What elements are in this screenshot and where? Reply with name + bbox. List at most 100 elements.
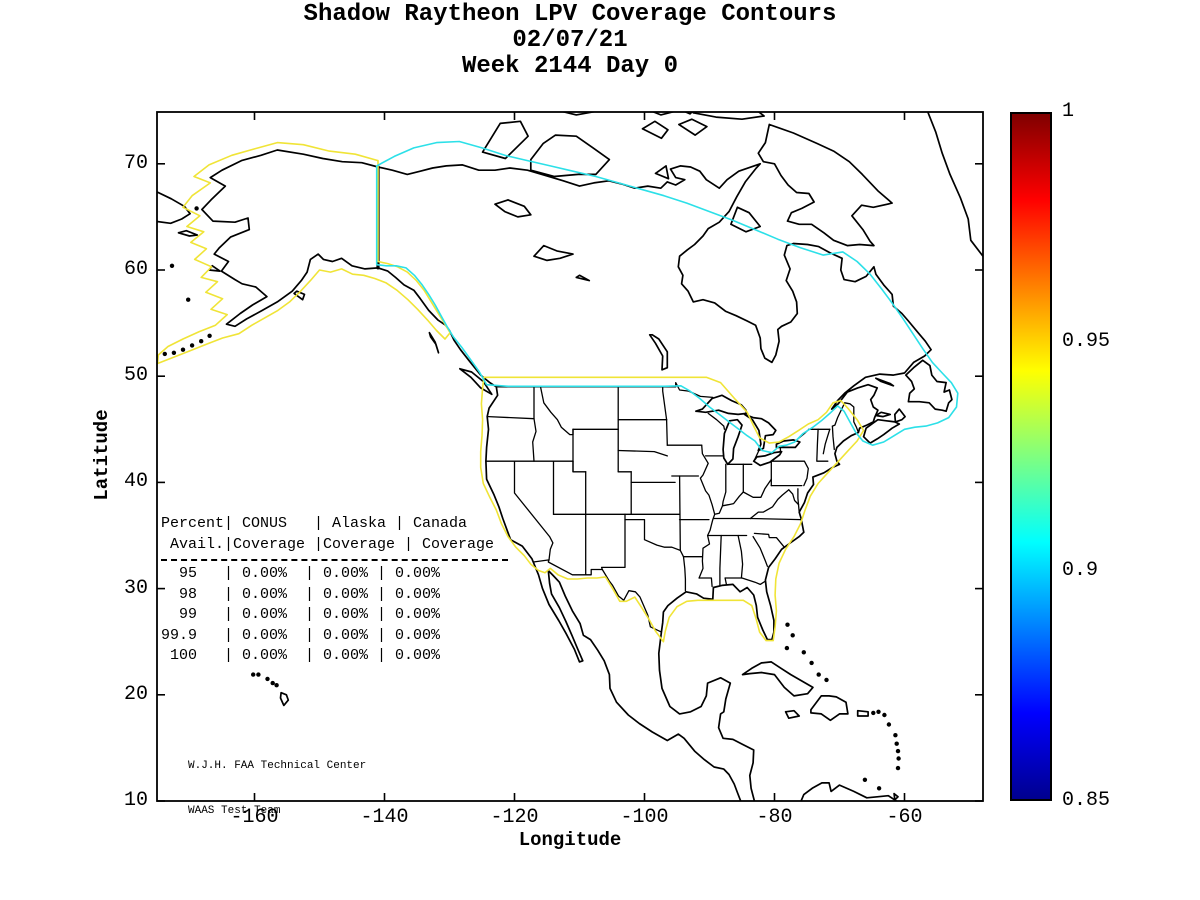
state-border-path [617,449,668,457]
chart-subtitle-week: Week 2144 Day 0 [461,53,679,80]
coastline-path [893,408,906,423]
coastline-path [800,782,898,801]
table-data-row: 100 | 0.00% | 0.00% | 0.00% [161,647,441,664]
coastline-path [494,199,532,218]
colorbar-tick-label: 0.85 [1062,789,1111,812]
coastline-path [293,290,306,301]
small-island-dot [882,712,887,718]
small-island-dot [886,722,892,727]
x-tick-label: -120 [490,806,539,829]
small-island-dot [274,683,279,688]
y-tick-label: 40 [123,470,148,494]
title-block: Shadow Raytheon LPV Coverage Contours 02… [157,2,983,80]
y-tick-label: 70 [123,151,148,175]
state-border-path [714,478,772,515]
small-island-dot [893,733,898,738]
table-separator [161,559,508,561]
chart-subtitle-date: 02/07/21 [512,27,628,54]
credits-line1: W.J.H. FAA Technical Center [188,760,367,772]
small-island-dot [790,633,795,638]
small-island-dot [180,347,186,352]
table-header-row: Avail.|Coverage |Coverage | Coverage [161,535,495,553]
state-border-path [724,577,767,586]
state-border-path [753,532,785,548]
state-border-path [788,489,800,506]
state-border-path [532,559,603,576]
coastline-path [648,333,669,371]
y-tick-label: 20 [123,682,148,706]
small-island-dot [162,351,167,357]
coastline-path [651,112,674,116]
coastline-path [428,331,440,354]
small-island-dot [186,297,191,302]
small-island-dot [895,765,901,771]
state-border-path [737,534,744,579]
state-border-path [698,444,716,579]
small-island-dot [194,206,199,211]
credits-line2: WAAS Test Team [188,805,281,817]
small-island-dot [189,343,195,348]
state-border-path [753,449,760,461]
y-tick-label: 10 [123,789,148,812]
small-island-dot [824,677,829,683]
state-border-path [721,463,727,507]
small-island-dot [199,339,204,344]
credits: W.J.H. FAA Technical Center WAAS Test Te… [188,729,366,849]
state-border-path [752,535,769,567]
small-island-dot [862,777,868,782]
table-data-row: 99 | 0.00% | 0.00% | 0.00% [161,606,441,623]
small-island-dot [895,748,901,754]
chart-title: Shadow Raytheon LPV Coverage Contours [303,1,837,28]
small-island-dot [894,741,899,746]
small-island-dot [801,650,806,655]
coastline-path [875,411,892,418]
coastline-path [177,229,199,237]
coastline-path [157,190,191,225]
table-header-row: Percent| CONUS | Alaska | Canada [161,515,468,532]
small-island-dot [784,645,790,651]
small-island-dot [256,672,261,677]
coastline-path [757,123,893,247]
coastline-path [856,709,869,717]
state-border-path [770,460,809,487]
axes-box [156,111,984,802]
coastline-path [575,274,591,282]
coastline-path [529,134,611,178]
small-island-dot [816,672,821,677]
x-tick-label: -60 [886,806,923,829]
colorbar-tick-label: 0.95 [1062,329,1111,353]
coastline-path [926,112,983,258]
state-border-path [698,577,713,588]
state-border-path [572,460,587,473]
state-border-path [662,386,668,421]
coastline-path [722,418,743,466]
coastline-path [641,120,669,140]
small-island-dot [871,710,876,716]
map-layer [157,112,983,801]
coverage-table: Percent| CONUS | Alaska | Canada Avail.|… [161,514,508,667]
small-island-dot [876,786,882,791]
coverage-contour-yellow [479,376,865,643]
state-border-path [749,489,790,520]
small-island-dot [265,676,270,682]
coastline-path [533,244,574,262]
coastline-path [904,359,953,413]
x-tick-label: -100 [620,806,669,829]
small-island-dot [270,680,275,686]
coastline-path [743,413,777,452]
small-island-dot [207,333,212,338]
y-tick-label: 50 [123,364,148,388]
x-axis-label: Longitude [518,829,622,851]
state-border-path [707,412,726,430]
state-border-path [831,402,860,434]
coastline-path [695,394,748,416]
coastline-path [692,112,765,121]
state-border-path [665,419,668,446]
table-data-row: 99.9 | 0.00% | 0.00% | 0.00% [161,626,441,644]
small-island-dot [876,709,881,714]
coastline-path [560,112,598,116]
y-tick-label: 60 [123,258,148,281]
state-border-path [539,386,574,436]
state-border-path [675,381,714,399]
